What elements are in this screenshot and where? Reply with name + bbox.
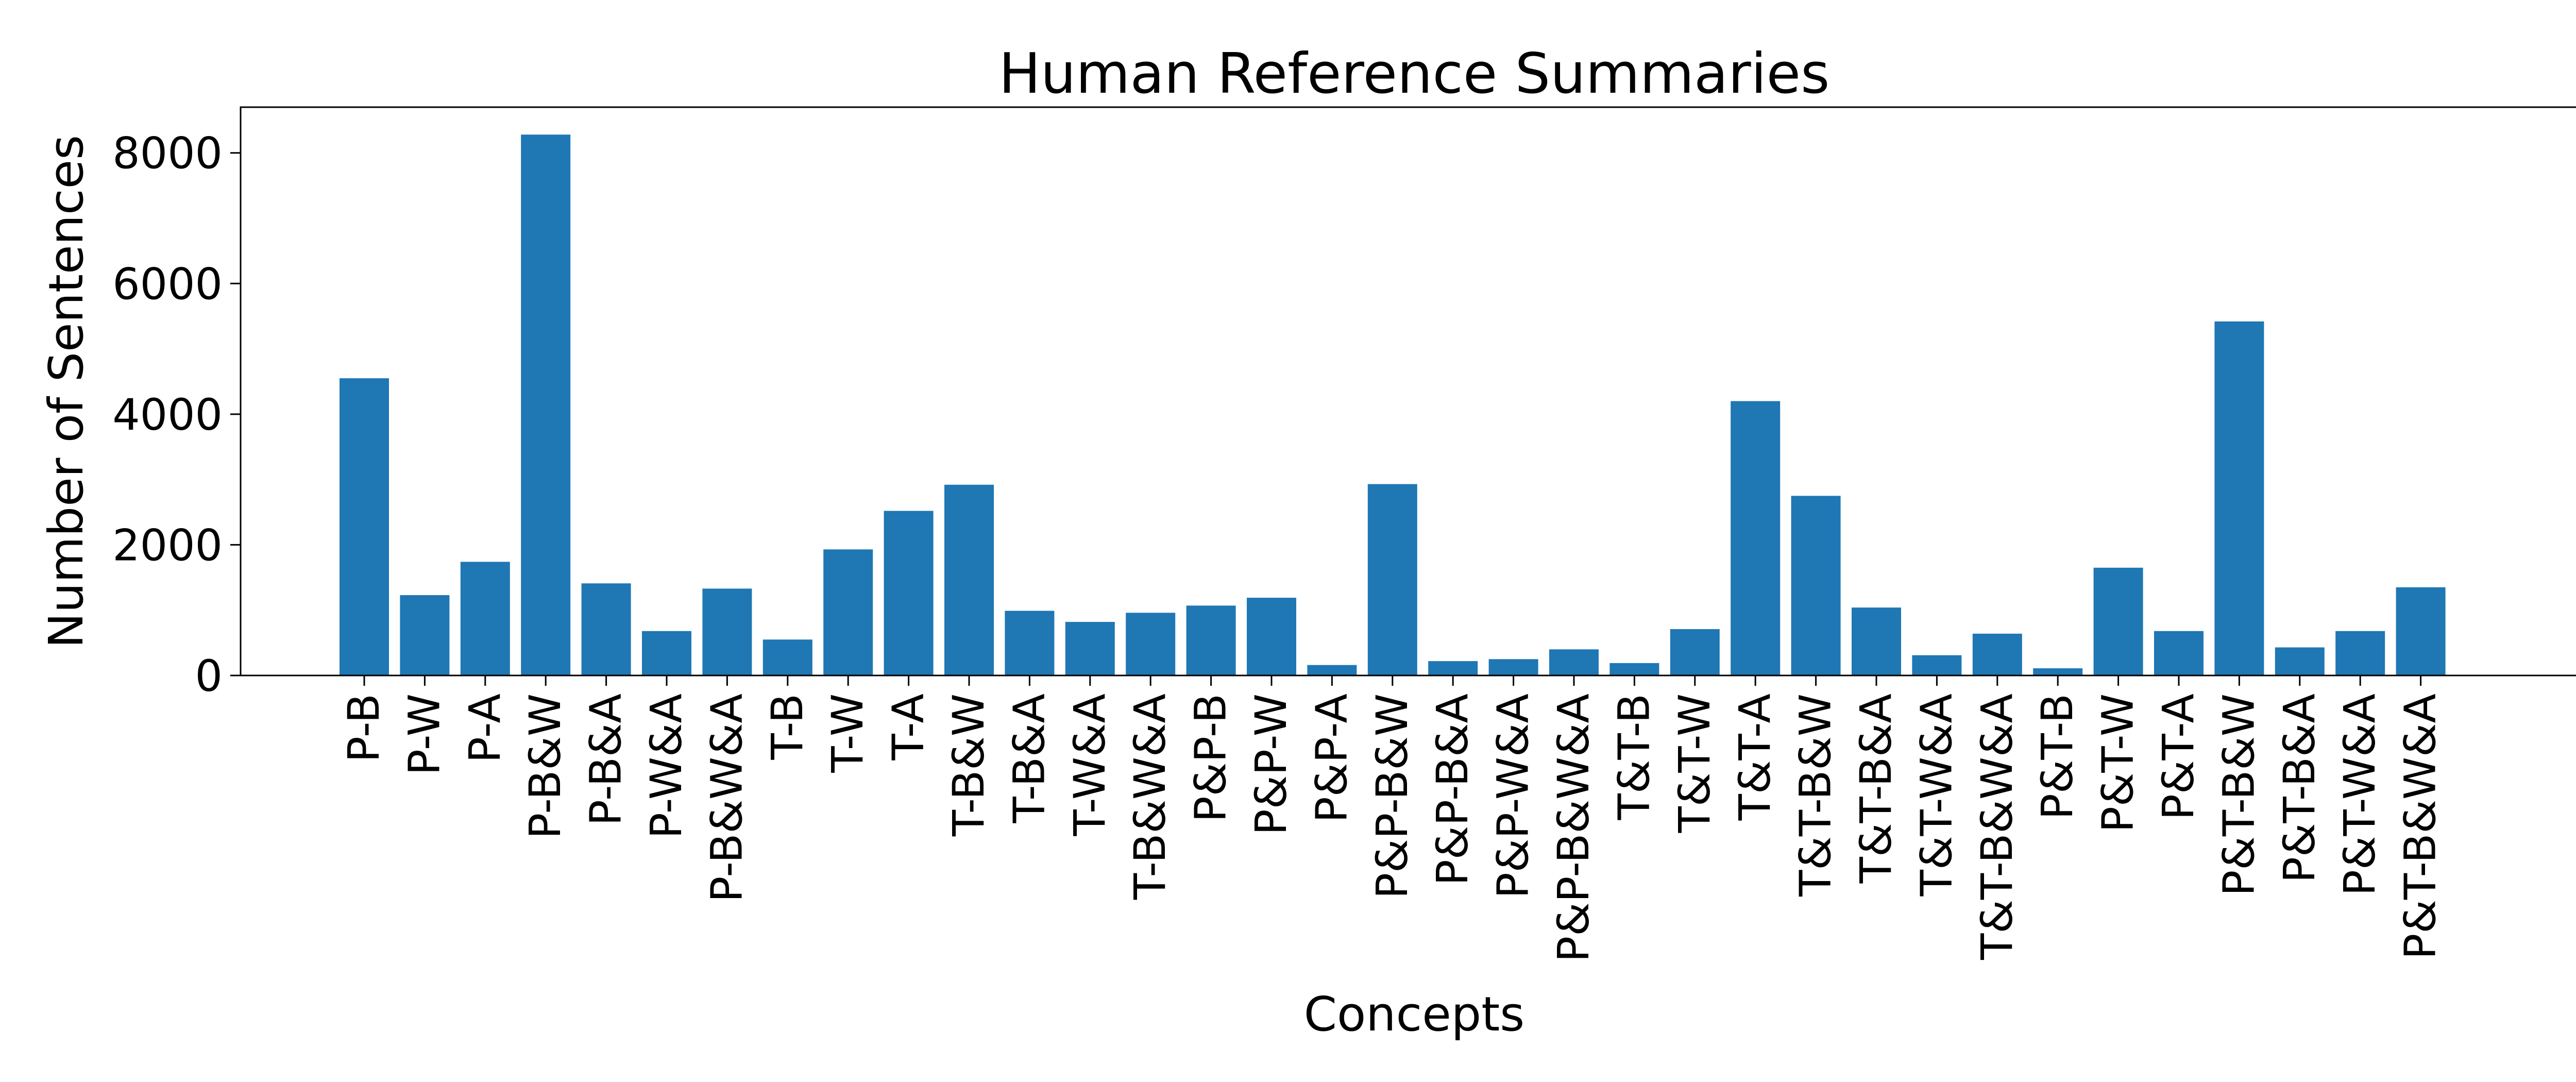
bar (1731, 401, 1781, 675)
bar (1126, 613, 1176, 675)
x-tick-label: P&T-A (2153, 694, 2204, 820)
bar (944, 484, 994, 675)
bar (1307, 665, 1357, 675)
x-tick-label: P&T-W (2093, 694, 2143, 833)
bar (1247, 598, 1296, 675)
x-tick-label: P-B&A (581, 694, 631, 826)
bar (1367, 484, 1417, 675)
x-tick-label: P-W&A (641, 694, 691, 839)
x-tick-label: T&T-B&W (1790, 694, 1841, 897)
bar (460, 562, 510, 675)
x-tick-label: T-W&A (1064, 694, 1115, 837)
y-axis-label: Number of Sentences (39, 135, 94, 648)
x-tick-label: P&P-B&A (1427, 694, 1478, 886)
bar (702, 588, 752, 675)
x-tick-label: T-B&W (943, 694, 994, 837)
bar (1186, 605, 1236, 675)
plot-frame (240, 106, 2576, 677)
x-tick-label: P&P-B&W&A (1548, 694, 1599, 962)
x-tick-label: T-B (762, 694, 812, 760)
x-tick-label: P&P-W&A (1488, 694, 1538, 899)
bar (1549, 649, 1599, 675)
bar (1065, 622, 1115, 675)
x-tick-label: P&T-B&W&A (2395, 694, 2446, 959)
x-tick-label: P&T-B&W (2213, 694, 2264, 896)
bar (1428, 661, 1478, 675)
x-tick-label: P&P-B (1185, 694, 1236, 822)
bar (400, 595, 450, 675)
x-tick-label: T&T-A (1730, 694, 1780, 821)
bar (1005, 611, 1055, 675)
y-tick-label: 6000 (112, 259, 223, 309)
x-tick-label: P&T-B (2032, 694, 2082, 820)
bar (1488, 659, 1538, 675)
y-tick-label: 2000 (112, 520, 223, 570)
x-tick-label: T&T-B&W&A (1972, 694, 2022, 960)
x-tick-label: P&P-W (1246, 694, 1296, 835)
bar (642, 631, 691, 675)
bar (2093, 567, 2143, 675)
bar (2214, 321, 2264, 675)
y-tick-label: 8000 (112, 128, 223, 179)
x-tick-label: T-A (883, 694, 934, 761)
chart-title: Human Reference Summaries (999, 42, 1830, 106)
y-axis-ticks: 0 2000 4000 6000 8000 (112, 128, 241, 701)
x-tick-label: P-A (460, 694, 510, 763)
x-tick-label: P-W (399, 694, 449, 775)
bars-group (340, 134, 2446, 675)
bar (581, 583, 631, 675)
x-tick-label: T&T-B&A (1851, 694, 1901, 884)
bar (1912, 655, 1962, 675)
x-tick-label: T-B&A (1004, 694, 1054, 824)
y-tick-label: 4000 (112, 390, 223, 440)
x-tick-label: T-W (822, 694, 873, 773)
bar (2154, 631, 2204, 675)
x-axis-label: Concepts (1304, 987, 1524, 1042)
x-tick-label: T-B&W&A (1125, 694, 1175, 900)
x-tick-label: P-B (338, 694, 389, 763)
bar (1791, 496, 1841, 675)
x-tick-label: P&P-B&W (1367, 694, 1417, 899)
bar (1852, 607, 1901, 675)
x-axis-ticks: P-B P-W P-A P-B&W P-B&A P-W&A P-B&W&A T-B T-W T-A… (338, 675, 2446, 962)
bar (1670, 629, 1720, 675)
bar (1972, 633, 2022, 675)
bar (521, 134, 571, 675)
y-tick-label: 0 (195, 651, 223, 701)
x-tick-label: T&T-W&A (1911, 694, 1961, 897)
bar (762, 639, 812, 675)
bar (2033, 668, 2083, 675)
bar (884, 511, 934, 675)
x-tick-label: T&T-B (1608, 694, 1659, 820)
bar (2396, 587, 2446, 675)
bar (2335, 631, 2385, 675)
bar (823, 549, 873, 675)
x-tick-label: P&P-A (1306, 694, 1357, 823)
x-tick-label: P-B&W (520, 694, 570, 839)
x-tick-label: T&T-W (1669, 694, 1720, 833)
x-tick-label: P&T-B&A (2274, 694, 2325, 883)
x-tick-label: P&T-W&A (2334, 694, 2385, 896)
x-tick-label: P-B&W&A (701, 694, 752, 902)
bar (2275, 647, 2325, 675)
bar (1609, 663, 1659, 675)
bar (340, 378, 389, 675)
